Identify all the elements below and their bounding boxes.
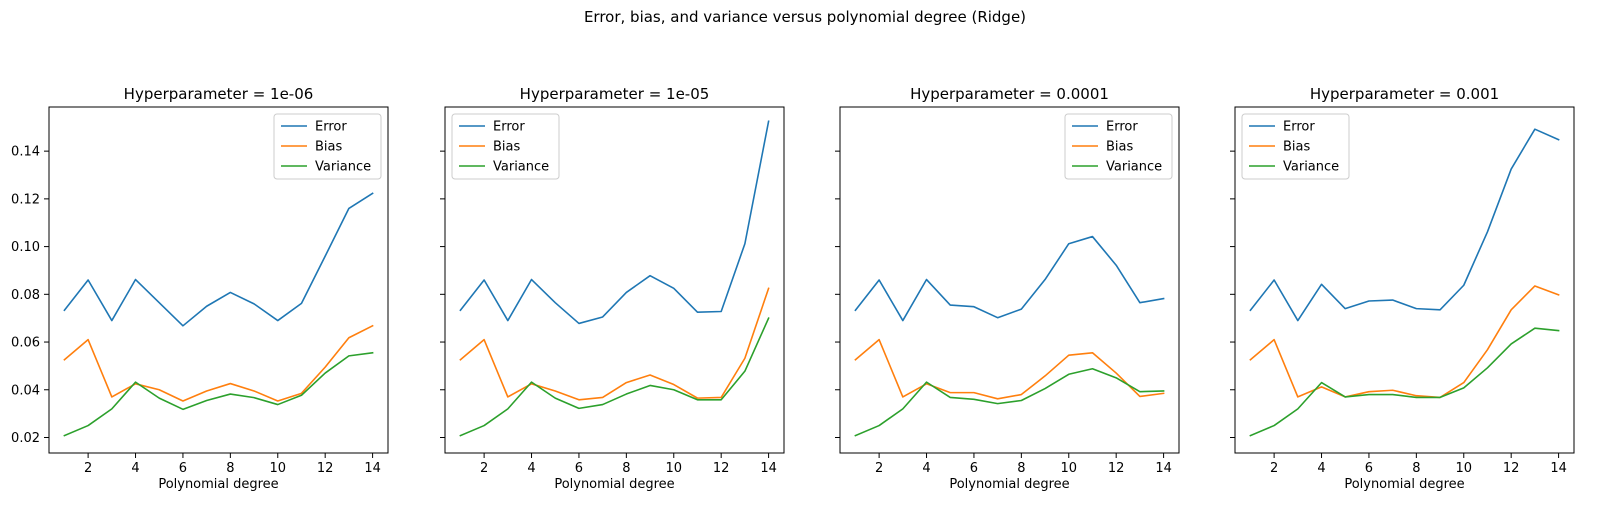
x-tick-label: 12 xyxy=(1108,461,1125,476)
subplot-title: Hyperparameter = 0.0001 xyxy=(910,85,1109,103)
series-line-variance xyxy=(854,367,1165,437)
x-axis-label: Polynomial degree xyxy=(949,477,1069,492)
x-tick-label: 2 xyxy=(84,461,92,476)
x-tick-label: 10 xyxy=(1060,461,1077,476)
subplot-title: Hyperparameter = 1e-05 xyxy=(520,85,710,103)
legend: Error Bias Variance xyxy=(273,113,382,180)
subplot-2: Hyperparameter = 1e-05 2 4 6 8 10 12 14 Polynomi… xyxy=(440,85,785,492)
y-tick-label: 0.08 xyxy=(11,288,40,303)
plot-frame xyxy=(839,106,1180,454)
y-tick-label: 0.06 xyxy=(11,336,40,351)
y-tick-label: 0.14 xyxy=(11,145,40,160)
legend-entry: Bias xyxy=(1283,140,1310,155)
x-tick-label: 6 xyxy=(575,461,583,476)
subplot-title: Hyperparameter = 0.001 xyxy=(1310,85,1499,103)
legend-entry: Variance xyxy=(493,160,549,175)
series-line-variance xyxy=(1249,327,1560,437)
x-tick-label: 12 xyxy=(317,461,334,476)
subplot-title: Hyperparameter = 1e-06 xyxy=(124,85,314,103)
figure-suptitle: Error, bias, and variance versus polynom… xyxy=(584,8,1026,26)
series-line-error xyxy=(854,235,1165,322)
x-tick-label: 12 xyxy=(1503,461,1520,476)
subplot-4: Hyperparameter = 0.001 2 4 6 8 10 12 14 Polynomi… xyxy=(1230,85,1575,492)
series-line-error xyxy=(459,120,770,325)
legend-box xyxy=(273,113,382,180)
y-tick-label: 0.12 xyxy=(11,192,40,207)
x-tick-label: 6 xyxy=(970,461,978,476)
plot-frame xyxy=(444,106,785,454)
legend-entry: Variance xyxy=(1106,160,1162,175)
x-tick-label: 8 xyxy=(1412,461,1420,476)
x-tick-label: 4 xyxy=(1317,461,1325,476)
series-line-error xyxy=(1249,128,1560,322)
series-line-bias xyxy=(459,287,770,401)
series-line-variance xyxy=(63,351,374,437)
plot-frame xyxy=(48,106,389,454)
x-tick-label: 4 xyxy=(922,461,930,476)
x-tick-label: 8 xyxy=(1017,461,1025,476)
legend: Error Bias Variance xyxy=(1241,113,1350,180)
x-tick-label: 10 xyxy=(1455,461,1472,476)
x-tick-label: 2 xyxy=(875,461,883,476)
legend-entry: Bias xyxy=(493,140,520,155)
legend-entry: Variance xyxy=(1283,160,1339,175)
legend-entry: Error xyxy=(315,120,347,135)
x-tick-label: 8 xyxy=(226,461,234,476)
x-tick-label: 12 xyxy=(713,461,730,476)
legend: Error Bias Variance xyxy=(1064,113,1173,180)
subplot-1: Hyperparameter = 1e-06 2 4 6 8 10 12 14 0.02 0.04… xyxy=(11,85,389,492)
series-line-bias xyxy=(63,324,374,402)
x-tick-label: 2 xyxy=(480,461,488,476)
x-tick-label: 8 xyxy=(622,461,630,476)
x-tick-label: 14 xyxy=(364,461,381,476)
subplot-panels: Hyperparameter = 1e-06 2 4 6 8 10 12 14 0.02 0.04… xyxy=(11,85,1575,492)
legend-entry: Error xyxy=(1106,120,1138,135)
legend-entry: Error xyxy=(1283,120,1315,135)
x-tick-label: 10 xyxy=(665,461,682,476)
subplot-3: Hyperparameter = 0.0001 2 4 6 8 10 12 14 Polynom… xyxy=(835,85,1180,492)
legend-box xyxy=(451,113,560,180)
series-line-bias xyxy=(854,338,1165,400)
y-tick-label: 0.04 xyxy=(11,383,40,398)
x-tick-label: 14 xyxy=(760,461,777,476)
x-tick-label: 2 xyxy=(1270,461,1278,476)
x-tick-label: 10 xyxy=(269,461,286,476)
x-tick-label: 4 xyxy=(527,461,535,476)
legend-entry: Bias xyxy=(1106,140,1133,155)
series-line-variance xyxy=(459,317,770,437)
series-line-error xyxy=(63,192,374,327)
x-tick-label: 14 xyxy=(1155,461,1172,476)
legend-entry: Variance xyxy=(315,160,371,175)
x-axis-label: Polynomial degree xyxy=(158,477,278,492)
x-tick-label: 4 xyxy=(131,461,139,476)
x-axis-label: Polynomial degree xyxy=(554,477,674,492)
legend-entry: Error xyxy=(493,120,525,135)
x-tick-label: 6 xyxy=(179,461,187,476)
x-tick-label: 6 xyxy=(1365,461,1373,476)
legend: Error Bias Variance xyxy=(451,113,560,180)
plot-frame xyxy=(1234,106,1575,454)
x-axis-label: Polynomial degree xyxy=(1344,477,1464,492)
series-line-bias xyxy=(1249,285,1560,399)
y-tick-label: 0.10 xyxy=(11,240,40,255)
legend-box xyxy=(1241,113,1350,180)
legend-entry: Bias xyxy=(315,140,342,155)
x-tick-label: 14 xyxy=(1550,461,1567,476)
legend-box xyxy=(1064,113,1173,180)
y-tick-label: 0.02 xyxy=(11,431,40,446)
